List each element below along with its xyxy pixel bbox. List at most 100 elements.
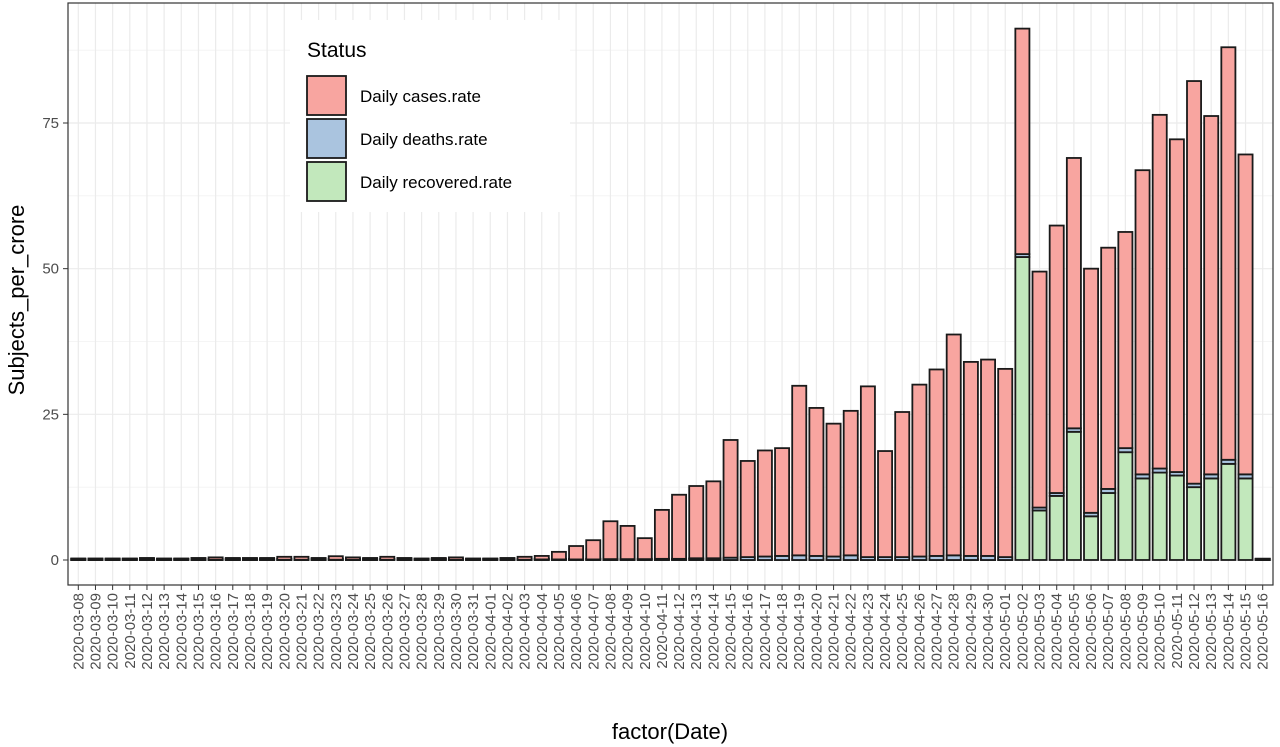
x-tick-label: 2020-03-25 xyxy=(362,593,379,670)
x-tick-label: 2020-04-08 xyxy=(602,593,619,670)
legend-key xyxy=(306,161,347,202)
x-tick-label: 2020-05-15 xyxy=(1238,593,1255,670)
bar-segment xyxy=(859,385,876,558)
x-tick-label: 2020-05-10 xyxy=(1152,593,1169,670)
bar-segment xyxy=(1100,492,1117,561)
bar-segment xyxy=(1203,477,1220,561)
bar-segment xyxy=(997,367,1014,558)
bar-segment xyxy=(636,537,653,561)
x-tick-label: 2020-03-20 xyxy=(276,593,293,670)
x-tick-label: 2020-04-14 xyxy=(705,593,722,670)
y-tick-label: 50 xyxy=(42,261,59,278)
x-tick-label: 2020-04-25 xyxy=(894,593,911,670)
x-tick-label: 2020-04-09 xyxy=(620,593,637,670)
bar-segment xyxy=(1048,224,1065,494)
bar-segment xyxy=(1083,515,1099,561)
x-tick-label: 2020-05-01 xyxy=(997,593,1014,670)
bar-segment xyxy=(1254,557,1271,561)
bar-segment xyxy=(688,485,705,560)
x-tick-label: 2020-04-06 xyxy=(568,593,585,670)
bar-segment xyxy=(139,557,155,561)
x-tick-label: 2020-04-26 xyxy=(911,593,928,670)
bar-segment xyxy=(756,449,773,558)
bar-segment xyxy=(1100,246,1117,490)
y-axis: 0 25 50 75 xyxy=(42,115,68,569)
x-tick-label: 2020-04-17 xyxy=(757,593,774,670)
x-tick-label: 2020-04-16 xyxy=(740,593,757,670)
x-tick-label: 2020-05-04 xyxy=(1049,593,1066,670)
bar-segment xyxy=(224,557,241,561)
bar-segment xyxy=(345,556,361,561)
bar-segment xyxy=(1186,80,1202,485)
x-tick-label: 2020-04-20 xyxy=(808,593,825,670)
x-tick-label: 2020-05-06 xyxy=(1083,593,1100,670)
bar-segment xyxy=(671,493,688,560)
bar-segment xyxy=(980,358,996,557)
y-tick-label: 0 xyxy=(51,552,59,569)
bar-segment xyxy=(1014,256,1031,561)
x-tick-label: 2020-05-13 xyxy=(1203,593,1220,670)
x-tick-label: 2020-05-14 xyxy=(1220,593,1237,670)
x-tick-label: 2020-04-13 xyxy=(688,593,705,670)
x-tick-label: 2020-04-12 xyxy=(671,593,688,670)
x-tick-label: 2020-04-15 xyxy=(723,593,740,670)
bar-segment xyxy=(1220,46,1237,461)
bar-segment xyxy=(774,447,791,557)
bar-segment xyxy=(310,557,327,561)
bar-segment xyxy=(962,360,979,557)
bar-segment xyxy=(1134,477,1151,561)
bar-segment xyxy=(121,557,138,561)
bar-segment xyxy=(722,439,739,559)
bar-segment xyxy=(791,384,808,557)
x-tick-label: 2020-04-19 xyxy=(791,593,808,670)
x-tick-label: 2020-03-16 xyxy=(208,593,225,670)
bar-segment xyxy=(1134,169,1151,476)
bar-segment xyxy=(877,450,894,558)
bar-segment xyxy=(1220,462,1237,561)
x-tick-label: 2020-03-28 xyxy=(414,593,431,670)
bar-segment xyxy=(568,545,585,561)
bar-segment xyxy=(825,422,842,558)
bar-segment xyxy=(1151,471,1168,561)
x-tick-label: 2020-04-02 xyxy=(499,593,516,670)
x-axis-title: factor(Date) xyxy=(612,719,728,744)
legend-label: Daily recovered.rate xyxy=(360,173,512,192)
x-tick-label: 2020-04-27 xyxy=(929,593,946,670)
x-tick-label: 2020-04-10 xyxy=(637,593,654,670)
x-tick-label: 2020-04-21 xyxy=(826,593,843,670)
x-tick-label: 2020-03-08 xyxy=(70,593,87,670)
legend-label: Daily deaths.rate xyxy=(360,130,488,149)
bar-segment xyxy=(1031,270,1048,509)
bar-segment xyxy=(911,383,928,558)
x-tick-label: 2020-03-31 xyxy=(465,593,482,670)
bar-segment xyxy=(1065,157,1082,430)
legend-label: Daily cases.rate xyxy=(360,87,481,106)
bar-segment xyxy=(482,557,499,561)
x-tick-label: 2020-03-15 xyxy=(190,593,207,670)
bar-segment xyxy=(739,460,756,558)
x-tick-label: 2020-03-10 xyxy=(105,593,122,670)
bar-segment xyxy=(1048,495,1065,561)
x-tick-label: 2020-05-03 xyxy=(1032,593,1049,670)
x-tick-label: 2020-03-14 xyxy=(173,593,190,670)
bar-segment xyxy=(602,520,619,561)
bar-segment xyxy=(1031,509,1048,561)
bar-segment xyxy=(207,556,224,561)
x-tick-label: 2020-05-07 xyxy=(1100,593,1117,670)
x-tick-label: 2020-05-08 xyxy=(1117,593,1134,670)
bar-segment xyxy=(447,556,464,561)
x-tick-label: 2020-04-22 xyxy=(843,593,860,670)
bar-segment xyxy=(1014,27,1031,256)
x-tick-label: 2020-05-11 xyxy=(1169,593,1186,669)
plot-border xyxy=(67,2,1274,586)
bar-segment xyxy=(928,368,945,557)
bars xyxy=(70,27,1271,561)
bar-segment xyxy=(259,557,276,561)
x-tick-label: 2020-04-24 xyxy=(877,593,894,670)
legend: Status Daily cases.rate Daily deaths.rate… xyxy=(290,20,570,212)
bar-segment xyxy=(516,555,533,561)
bar-segment xyxy=(276,555,293,561)
y-tick-label: 75 xyxy=(42,115,59,132)
x-tick-label: 2020-03-23 xyxy=(328,593,345,670)
